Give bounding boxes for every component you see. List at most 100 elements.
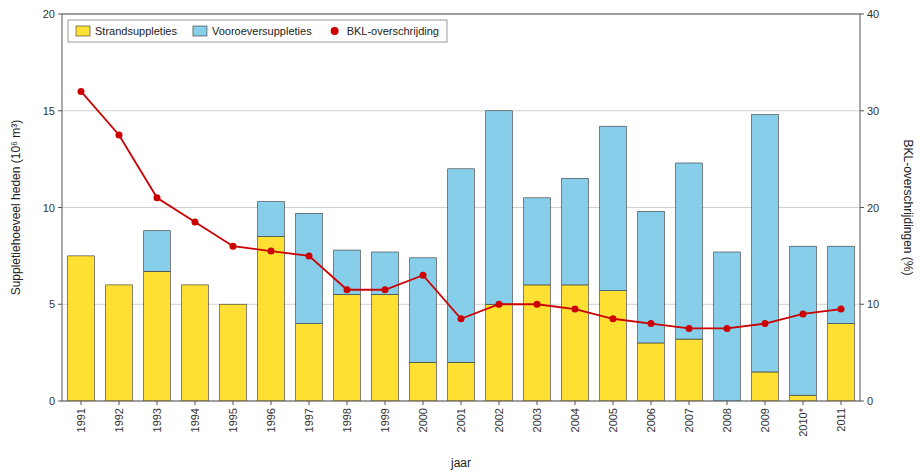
- line-marker: [496, 301, 503, 308]
- x-tick: [727, 401, 728, 405]
- bar: [258, 237, 285, 401]
- x-tick: [233, 401, 234, 405]
- x-tick-label: 1992: [113, 408, 125, 432]
- bar-series: [144, 111, 855, 401]
- grid-line: [62, 110, 860, 111]
- x-tick: [81, 401, 82, 405]
- line-marker: [686, 325, 693, 332]
- grid: [62, 14, 860, 401]
- x-axis-label: jaar: [450, 456, 471, 470]
- bar: [676, 339, 703, 401]
- x-tick: [271, 401, 272, 405]
- line-marker: [420, 272, 427, 279]
- bar: [410, 258, 437, 362]
- line-marker: [724, 325, 731, 332]
- bar: [790, 246, 817, 395]
- x-tick: [803, 401, 804, 405]
- x-tick: [689, 401, 690, 405]
- bar: [334, 250, 361, 295]
- bar: [106, 285, 133, 401]
- line-marker: [116, 131, 123, 138]
- bar: [220, 304, 247, 305]
- bar: [828, 324, 855, 401]
- x-tick: [461, 401, 462, 405]
- bar: [676, 163, 703, 339]
- y-tick-label: 20: [43, 8, 55, 20]
- legend-symbol: [331, 27, 339, 35]
- bar: [638, 343, 665, 401]
- y2-axis-label: BKL-overschrijdingen (%): [901, 139, 915, 275]
- x-tick: [841, 401, 842, 405]
- x-tick-label: 1998: [341, 408, 353, 432]
- bar: [828, 246, 855, 323]
- line-marker: [192, 219, 199, 226]
- legend-symbol: [76, 26, 90, 36]
- y-tick-label: 15: [43, 105, 55, 117]
- y2-tick-label: 40: [867, 8, 879, 20]
- y-tick: [58, 401, 62, 402]
- bar: [486, 111, 513, 305]
- line-marker: [800, 310, 807, 317]
- line-marker: [306, 252, 313, 259]
- bar: [296, 324, 323, 401]
- bar: [790, 395, 817, 401]
- bar: [524, 198, 551, 285]
- x-tick-label: 2008: [721, 408, 733, 432]
- y2-tick: [860, 110, 864, 111]
- legend-box: [68, 20, 447, 42]
- x-tick-label: 2006: [645, 408, 657, 432]
- y-tick: [58, 110, 62, 111]
- y2-tick: [860, 401, 864, 402]
- y-tick: [58, 207, 62, 208]
- x-tick: [575, 401, 576, 405]
- bar: [562, 178, 589, 284]
- y-axis-label: Suppletiehoeveel heden (10⁶ m³): [9, 120, 23, 296]
- x-tick: [195, 401, 196, 405]
- x-tick-label: 2001: [455, 408, 467, 432]
- x-tick-label: 2007: [683, 408, 695, 432]
- bar: [448, 362, 475, 401]
- x-tick-label: 1999: [379, 408, 391, 432]
- bar: [106, 284, 133, 285]
- bar: [372, 252, 399, 295]
- x-tick-label: 2011: [835, 408, 847, 432]
- line-marker: [534, 301, 541, 308]
- y-tick: [58, 14, 62, 15]
- line-marker: [648, 320, 655, 327]
- plot-frame: [62, 14, 860, 401]
- line-marker: [154, 194, 161, 201]
- x-tick-label: 2010*: [797, 407, 809, 436]
- plot-data: [68, 88, 855, 401]
- bar: [334, 295, 361, 401]
- line-marker: [344, 286, 351, 293]
- line-marker: [78, 88, 85, 95]
- bar: [296, 213, 323, 323]
- bar: [372, 295, 399, 401]
- bar: [220, 304, 247, 401]
- x-tick: [765, 401, 766, 405]
- bar: [524, 285, 551, 401]
- line-series: [78, 88, 845, 332]
- x-tick: [309, 401, 310, 405]
- x-tick: [499, 401, 500, 405]
- x-tick-label: 1995: [227, 408, 239, 432]
- line-marker: [268, 248, 275, 255]
- x-tick-label: 2009: [759, 408, 771, 432]
- x-tick-label: 2004: [569, 408, 581, 432]
- legend-symbol: [193, 26, 207, 36]
- y2-tick: [860, 207, 864, 208]
- legend: StrandsuppletiesVooroeversuppletiesBKL-o…: [68, 20, 447, 42]
- x-tick-label: 1991: [75, 408, 87, 432]
- x-tick: [537, 401, 538, 405]
- bar: [68, 255, 95, 256]
- legend-label: Vooroeversuppleties: [212, 25, 312, 37]
- line-marker: [610, 315, 617, 322]
- bar: [410, 362, 437, 401]
- x-tick-label: 2002: [493, 408, 505, 432]
- line-marker: [458, 315, 465, 322]
- legend-label: Strandsuppleties: [95, 25, 177, 37]
- bar: [486, 304, 513, 401]
- line-marker: [572, 306, 579, 313]
- bar: [182, 284, 209, 285]
- y2-tick: [860, 304, 864, 305]
